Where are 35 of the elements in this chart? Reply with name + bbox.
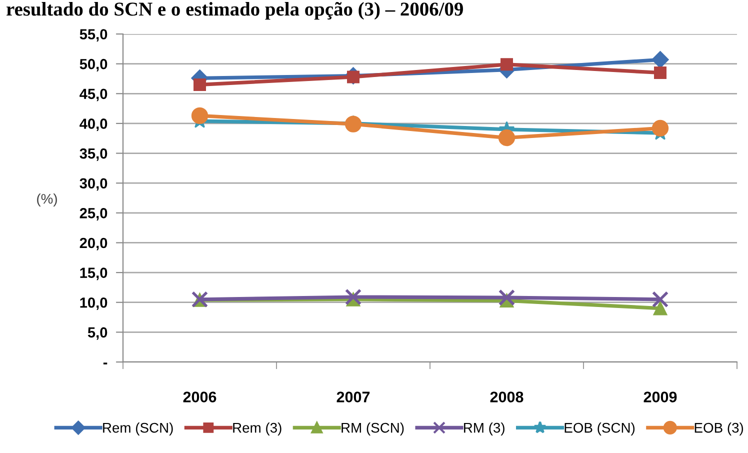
y-tick-label: - [103,362,108,364]
y-axis-title: (%) [37,194,57,206]
legend-label: EOB (3) [694,422,744,436]
point [652,51,669,68]
y-tick-label: 25,0 [80,208,108,220]
legend-label: Rem (3) [233,422,282,436]
legend-label: Rem (SCN) [103,422,173,436]
y-tick-label: 45,0 [80,88,108,102]
point [344,288,362,306]
point [194,78,206,91]
point [652,120,669,137]
point [498,289,516,306]
legend-label: RM (3) [464,422,504,436]
x-tick-label: 2006 [183,392,216,402]
y-tick-label: 20,0 [80,238,108,250]
y-tick-label: 10,0 [80,297,108,310]
y-tick-label: 40,0 [80,118,108,131]
y-tick-label: 55,0 [80,29,108,42]
y-tick-label: 50,0 [80,58,108,72]
y-tick-label: 35,0 [80,148,108,161]
x-tick-label: 2008 [490,392,524,402]
legend-label: RM (SCN) [342,422,404,436]
legend-label: EOB (SCN) [564,422,635,436]
point [498,129,516,146]
point [500,58,513,71]
point [654,66,666,80]
point [652,291,669,308]
y-tick-label: 30,0 [80,178,108,191]
x-tick-label: 2007 [336,392,370,402]
y-tick-label: 15,0 [80,268,108,280]
x-tick-label: 2009 [644,392,677,402]
point [653,301,668,316]
y-tick-label: 5,0 [88,327,108,340]
chart-title: resultado do SCN e o estimado pela opção (3) – 2006/09 [6,2,463,20]
point [191,107,208,124]
